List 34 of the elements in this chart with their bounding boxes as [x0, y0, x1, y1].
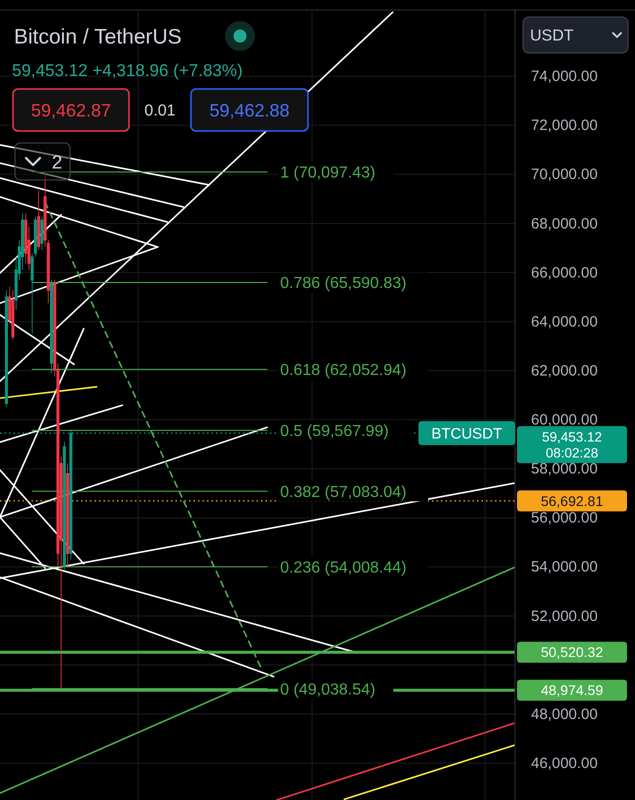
series-label: 0.786 (65,590.83) [280, 275, 406, 292]
series-label: 1 (70,097.43) [280, 164, 376, 182]
series-label: 0.236 (54,008.44) [280, 559, 406, 576]
series-label: 0.618 (62,052.94) [280, 362, 406, 379]
y-tick-label: 54,000.00 [531, 558, 598, 576]
ref-line-label: 50,520.32 [540, 644, 604, 660]
y-tick-label: 66,000.00 [531, 264, 598, 282]
y-tick-label: 74,000.00 [531, 68, 598, 86]
text: USDT [530, 28, 574, 45]
annotation: 0.01 [144, 102, 176, 120]
y-tick-label: 62,000.00 [531, 362, 598, 380]
annotation: BTCUSDT [431, 425, 502, 442]
y-tick-label: 48,000.00 [531, 706, 598, 723]
text: Bitcoin / TetherUS [14, 25, 182, 48]
ref-line-label: 48,974.59 [540, 682, 604, 698]
y-tick-label: 56,000.00 [531, 510, 598, 527]
y-tick-label: 68,000.00 [531, 215, 598, 232]
y-tick-label: 46,000.00 [531, 755, 598, 772]
ref-line-label: 56,692.81 [540, 492, 604, 509]
y-tick-label: 60,000.00 [531, 412, 598, 429]
y-tick-label: 72,000.00 [531, 117, 598, 134]
series-label: 0 (49,038.54) [280, 681, 376, 698]
text: 08:02:28 [546, 445, 598, 460]
series-label: 0.382 (57,083.04) [280, 484, 406, 501]
y-tick-label: 52,000.00 [531, 608, 598, 625]
series-label: 0.5 (59,567.99) [280, 422, 389, 440]
y-tick-label: 70,000.00 [531, 166, 598, 184]
ref-line-label: 59,453.12 [542, 429, 602, 444]
y-tick-label: 64,000.00 [531, 313, 598, 330]
annotation: 2 [52, 152, 62, 174]
text: 59,453.12 +4,318.96 (+7.83%) [12, 60, 243, 80]
annotation: 59,462.88 [209, 100, 290, 120]
annotation: 59,462.87 [30, 100, 112, 120]
y-tick-label: 58,000.00 [531, 460, 598, 478]
